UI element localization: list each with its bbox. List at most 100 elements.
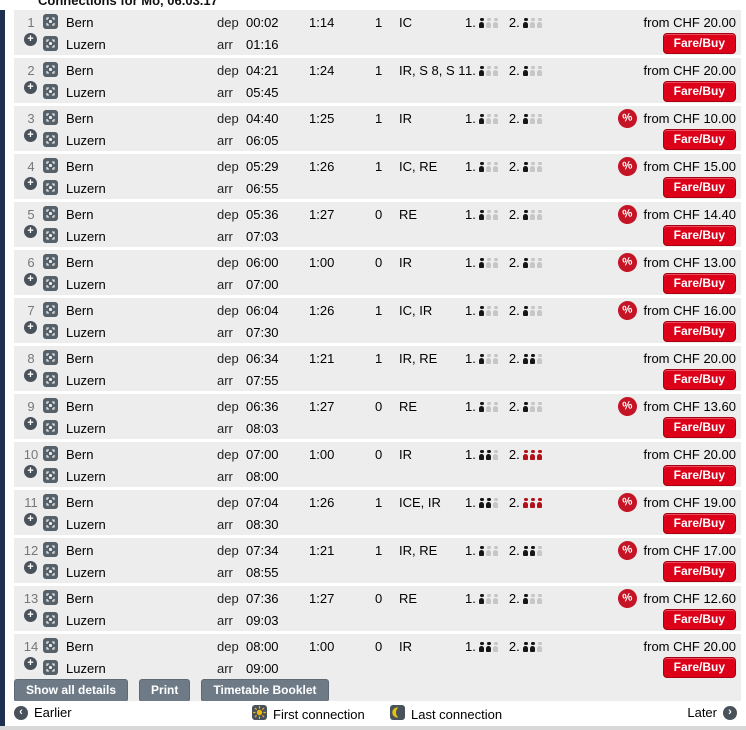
expand-connection-button[interactable]: + <box>24 225 37 238</box>
train-products: IR <box>399 639 412 654</box>
station-map-icon[interactable] <box>43 276 58 291</box>
arrival-time: 09:00 <box>246 661 279 676</box>
person-icon <box>486 497 492 509</box>
expand-connection-button[interactable]: + <box>24 321 37 334</box>
station-map-icon[interactable] <box>43 14 58 29</box>
fare-buy-button[interactable]: Fare/Buy <box>662 129 736 150</box>
print-button[interactable]: Print <box>139 678 191 702</box>
first-class-label: 1. <box>465 207 476 222</box>
expand-connection-button[interactable]: + <box>24 513 37 526</box>
departure-time: 05:29 <box>246 159 279 174</box>
expand-connection-button[interactable]: + <box>24 177 37 190</box>
station-map-icon[interactable] <box>43 516 58 531</box>
station-map-icon[interactable] <box>43 84 58 99</box>
person-icon <box>537 65 543 77</box>
fare-buy-button[interactable]: Fare/Buy <box>662 177 736 198</box>
expand-connection-button[interactable]: + <box>24 561 37 574</box>
fare-buy-button[interactable]: Fare/Buy <box>662 369 736 390</box>
station-map-icon[interactable] <box>43 612 58 627</box>
first-class-occupancy <box>479 209 500 221</box>
fare-buy-button[interactable]: Fare/Buy <box>662 273 736 294</box>
person-icon <box>486 401 492 413</box>
timetable-booklet-button[interactable]: Timetable Booklet <box>201 678 329 702</box>
station-map-icon[interactable] <box>43 180 58 195</box>
station-map-icon[interactable] <box>43 158 58 173</box>
expand-connection-button[interactable]: + <box>24 417 37 430</box>
first-class-label: 1. <box>465 447 476 462</box>
person-icon <box>530 545 536 557</box>
fare-buy-button[interactable]: Fare/Buy <box>662 513 736 534</box>
show-all-details-button[interactable]: Show all details <box>14 678 129 702</box>
station-map-icon[interactable] <box>43 110 58 125</box>
station-map-icon[interactable] <box>43 302 58 317</box>
first-class-occupancy <box>479 305 500 317</box>
later-link[interactable]: Later › <box>687 705 737 720</box>
station-map-icon[interactable] <box>43 350 58 365</box>
arrival-time: 07:03 <box>246 229 279 244</box>
arrival-time-group: arr 06:05 <box>217 133 279 148</box>
station-map-icon[interactable] <box>43 660 58 675</box>
second-class-label: 2. <box>508 63 520 78</box>
first-class-occupancy <box>479 593 500 605</box>
fare-buy-button[interactable]: Fare/Buy <box>662 609 736 630</box>
arrival-time-group: arr 05:45 <box>217 85 279 100</box>
person-icon <box>486 113 492 125</box>
expand-connection-button[interactable]: + <box>24 81 37 94</box>
station-map-icon[interactable] <box>43 494 58 509</box>
station-map-icon[interactable] <box>43 542 58 557</box>
station-map-icon[interactable] <box>43 372 58 387</box>
duration: 1:26 <box>309 495 335 510</box>
expand-connection-button[interactable]: + <box>24 129 37 142</box>
person-icon <box>479 401 485 413</box>
station-map-icon[interactable] <box>43 228 58 243</box>
expand-connection-button[interactable]: + <box>24 33 37 46</box>
arrival-time-group: arr 08:55 <box>217 565 279 580</box>
expand-connection-button[interactable]: + <box>24 369 37 382</box>
expand-connection-button[interactable]: + <box>24 273 37 286</box>
first-class-occupancy <box>479 497 500 509</box>
fare-buy-button[interactable]: Fare/Buy <box>662 321 736 342</box>
occupancy-indicator: 1. 2. <box>465 591 553 606</box>
expand-connection-button[interactable]: + <box>24 465 37 478</box>
connection-row: 14 + Bern Luzern dep 08:00 arr 09:00 <box>14 634 741 679</box>
person-icon <box>479 113 485 125</box>
station-map-icon[interactable] <box>43 398 58 413</box>
earlier-link[interactable]: ‹ Earlier <box>14 705 72 720</box>
station-map-icon[interactable] <box>43 420 58 435</box>
station-map-icon[interactable] <box>43 36 58 51</box>
person-icon <box>530 209 536 221</box>
fare-buy-button[interactable]: Fare/Buy <box>662 657 736 678</box>
connection-row: 4 + Bern Luzern dep 05:29 arr 06:55 <box>14 154 741 199</box>
station-map-icon[interactable] <box>43 446 58 461</box>
station-map-icon[interactable] <box>43 564 58 579</box>
expand-connection-button[interactable]: + <box>24 609 37 622</box>
expand-connection-button[interactable]: + <box>24 657 37 670</box>
station-map-icon[interactable] <box>43 324 58 339</box>
person-icon <box>486 305 492 317</box>
connection-row: 10 + Bern Luzern dep 07:00 arr 08:00 <box>14 442 741 487</box>
station-map-icon[interactable] <box>43 206 58 221</box>
station-map-icon[interactable] <box>43 468 58 483</box>
person-icon <box>486 209 492 221</box>
person-icon <box>486 545 492 557</box>
last-connection-label: Last connection <box>411 706 503 722</box>
fare-buy-button[interactable]: Fare/Buy <box>662 33 736 54</box>
station-map-icon[interactable] <box>43 590 58 605</box>
last-connection-link[interactable]: Last connection <box>390 705 502 723</box>
station-map-icon[interactable] <box>43 62 58 77</box>
fare-buy-button[interactable]: Fare/Buy <box>662 417 736 438</box>
departure-time: 06:00 <box>246 255 279 270</box>
fare-buy-button[interactable]: Fare/Buy <box>662 561 736 582</box>
fare-area: Fare/Buy <box>662 609 736 630</box>
fare-buy-button[interactable]: Fare/Buy <box>662 81 736 102</box>
connection-number: 11 <box>24 495 38 510</box>
station-map-icon[interactable] <box>43 132 58 147</box>
station-map-icon[interactable] <box>43 254 58 269</box>
first-connection-link[interactable]: First connection <box>252 705 365 723</box>
arrival-time: 06:05 <box>246 133 279 148</box>
person-icon <box>493 17 499 29</box>
fare-buy-button[interactable]: Fare/Buy <box>662 465 736 486</box>
station-map-icon[interactable] <box>43 638 58 653</box>
connection-row: 3 + Bern Luzern dep 04:40 arr 06:05 <box>14 106 741 151</box>
fare-buy-button[interactable]: Fare/Buy <box>662 225 736 246</box>
